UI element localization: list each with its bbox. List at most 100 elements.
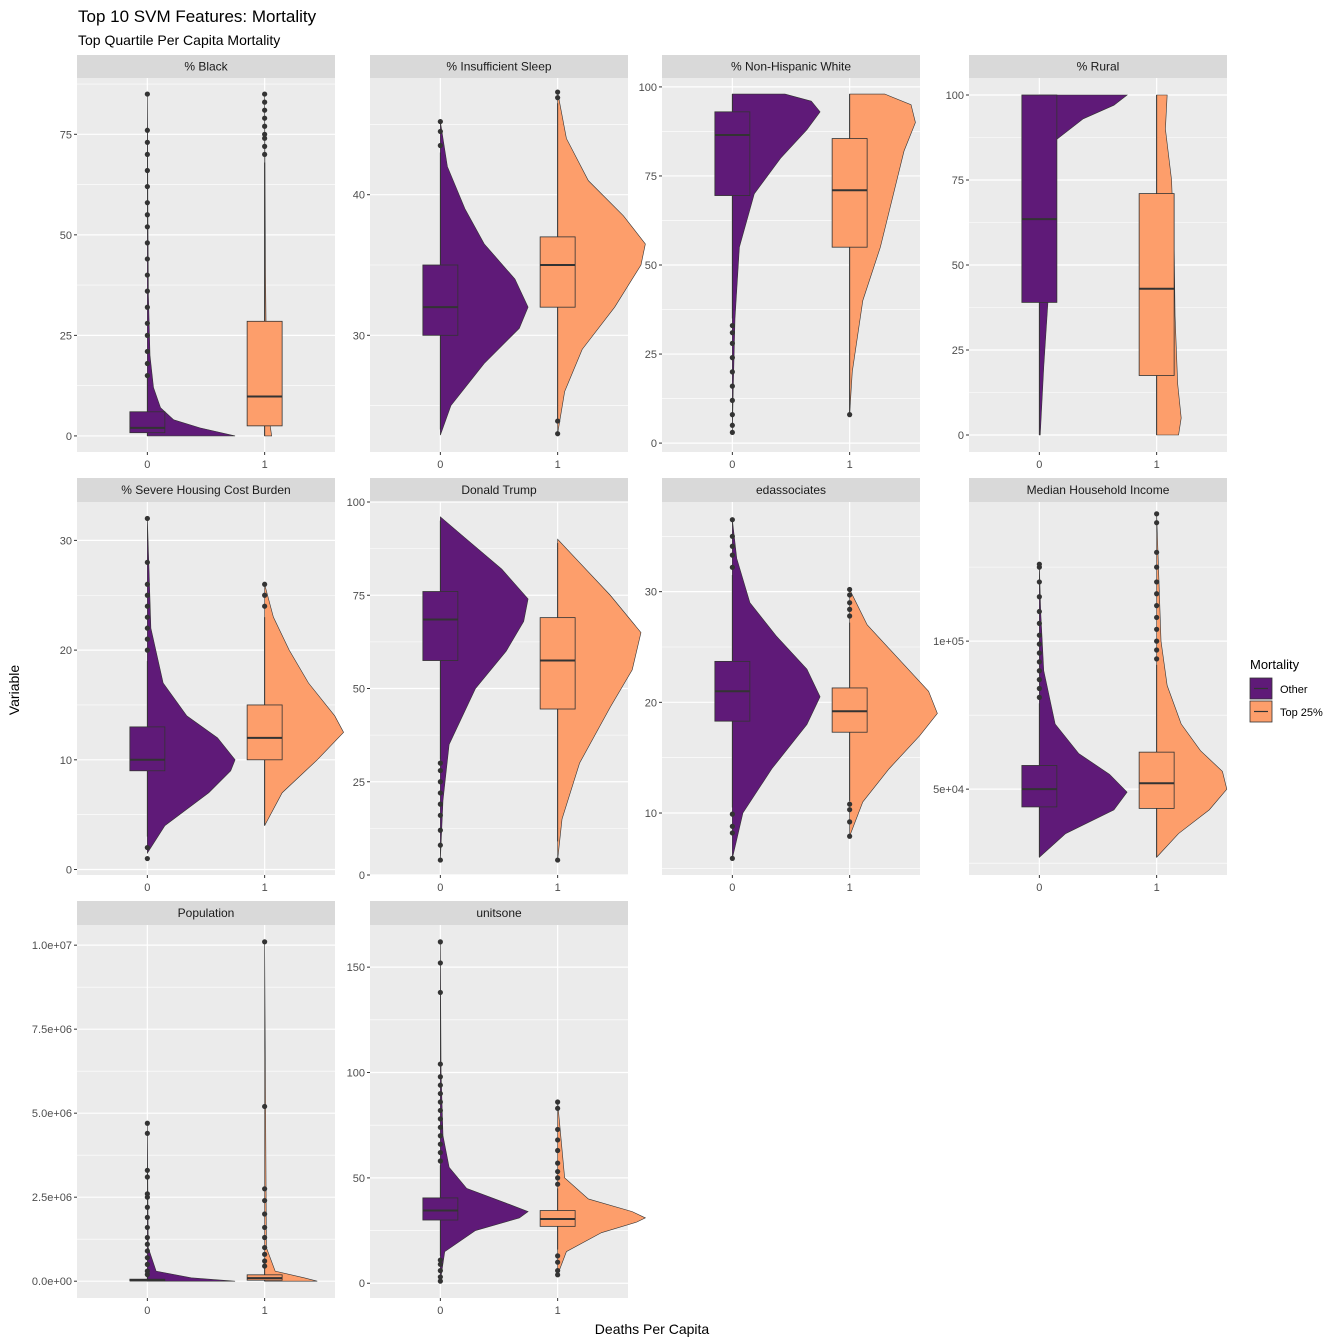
outlier-point	[555, 857, 561, 863]
outlier-point	[1036, 677, 1042, 683]
x-tick-label: 0	[1036, 882, 1042, 894]
box-top-25	[831, 138, 868, 248]
outlier-point	[144, 91, 150, 97]
y-tick-label: 75	[952, 175, 964, 187]
outlier-point	[1036, 641, 1042, 647]
outlier-point	[555, 1168, 561, 1175]
y-tick-label: 100	[946, 90, 964, 102]
outlier-point	[437, 812, 443, 818]
outlier-point	[144, 1234, 150, 1241]
outlier-point	[729, 369, 735, 375]
outlier-point	[262, 91, 268, 97]
outlier-point	[144, 320, 150, 326]
outlier-point	[144, 332, 150, 338]
panel-strip-label: % Non-Hispanic White	[731, 60, 851, 74]
outlier-point	[144, 1167, 150, 1173]
y-axis-title: Variable	[6, 665, 22, 716]
panel-unitsone: unitsone 0 50 100 150 0 1	[347, 901, 647, 1317]
violin-other	[732, 93, 821, 433]
outlier-point	[1036, 694, 1042, 700]
panel-strip-label: % Insufficient Sleep	[446, 60, 552, 74]
panel-strip-label: % Rural	[1077, 60, 1120, 74]
outlier-point	[437, 960, 443, 966]
outlier-point	[144, 1120, 150, 1126]
outlier-point	[555, 1253, 561, 1259]
outlier-point	[1154, 549, 1160, 555]
outlier-point	[262, 1263, 268, 1269]
x-tick-label: 1	[847, 459, 853, 471]
outlier-point	[144, 348, 150, 355]
outlier-point	[1154, 511, 1160, 517]
outlier-point	[555, 1147, 561, 1154]
y-tick-label: 30	[645, 587, 657, 599]
panel-strip	[969, 55, 1227, 78]
panel-strip	[969, 478, 1227, 502]
outlier-point	[262, 592, 268, 598]
outlier-point	[437, 1149, 443, 1156]
outlier-point	[437, 1261, 443, 1267]
outlier-point	[262, 1103, 268, 1110]
outlier-point	[437, 842, 443, 848]
y-tick-label: 2.5e+06	[32, 1192, 72, 1204]
outlier-point	[144, 844, 150, 851]
outlier-point	[262, 1234, 268, 1241]
outlier-point	[1154, 520, 1160, 526]
outlier-point	[144, 183, 150, 190]
y-tick-label: 50	[645, 260, 657, 272]
outlier-point	[847, 600, 853, 606]
outlier-point	[262, 99, 268, 105]
y-tick-label: 20	[60, 645, 72, 657]
x-tick-label: 0	[437, 459, 443, 471]
y-tick-label: 30	[353, 330, 365, 342]
outlier-point	[144, 212, 150, 218]
x-tick-label: 1	[555, 882, 561, 894]
outlier-point	[262, 143, 268, 149]
panel-strip-label: Donald Trump	[461, 483, 537, 497]
x-tick-label: 0	[437, 882, 443, 894]
panel-black: % Black 0 25 50 75 0 1	[60, 55, 335, 471]
violin-other	[440, 516, 529, 861]
y-tick-label: 25	[645, 349, 657, 361]
outlier-point	[144, 1174, 150, 1180]
outlier-point	[262, 123, 268, 129]
x-tick-label: 1	[555, 459, 561, 471]
y-tick-label: 0	[958, 430, 964, 442]
outlier-point	[437, 1107, 443, 1114]
outlier-point	[729, 564, 735, 570]
y-tick-label: 7.5e+06	[32, 1024, 72, 1036]
outlier-point	[144, 1224, 150, 1231]
panel-strip	[370, 478, 628, 502]
outlier-point	[555, 1105, 561, 1111]
box-other	[1021, 94, 1058, 303]
legend-title: Mortality	[1250, 657, 1300, 672]
outlier-point	[729, 823, 735, 829]
outlier-point	[437, 1124, 443, 1130]
panel-background	[77, 78, 335, 452]
outlier-point	[437, 827, 443, 833]
y-tick-label: 5e+04	[933, 784, 964, 796]
outlier-point	[144, 139, 150, 145]
outlier-point	[1154, 626, 1160, 632]
outlier-point	[437, 1133, 443, 1139]
outlier-point	[729, 422, 735, 428]
outlier-point	[729, 322, 735, 329]
outlier-point	[437, 1099, 443, 1105]
x-tick-label: 1	[262, 459, 268, 471]
outlier-point	[729, 830, 735, 836]
x-tick-label: 1	[1154, 882, 1160, 894]
outlier-point	[555, 1259, 561, 1265]
box-top-25	[246, 704, 283, 761]
outlier-point	[437, 1278, 443, 1284]
outlier-point	[144, 1214, 150, 1220]
violin-other	[440, 941, 529, 1282]
y-tick-label: 75	[645, 171, 657, 183]
outlier-point	[262, 107, 268, 113]
violin-other	[440, 121, 529, 436]
x-tick-label: 0	[437, 1305, 443, 1317]
outlier-point	[729, 429, 735, 436]
box-other	[422, 1197, 459, 1221]
outlier-point	[144, 372, 150, 379]
x-tick-label: 1	[555, 1305, 561, 1317]
outlier-point	[437, 857, 443, 863]
